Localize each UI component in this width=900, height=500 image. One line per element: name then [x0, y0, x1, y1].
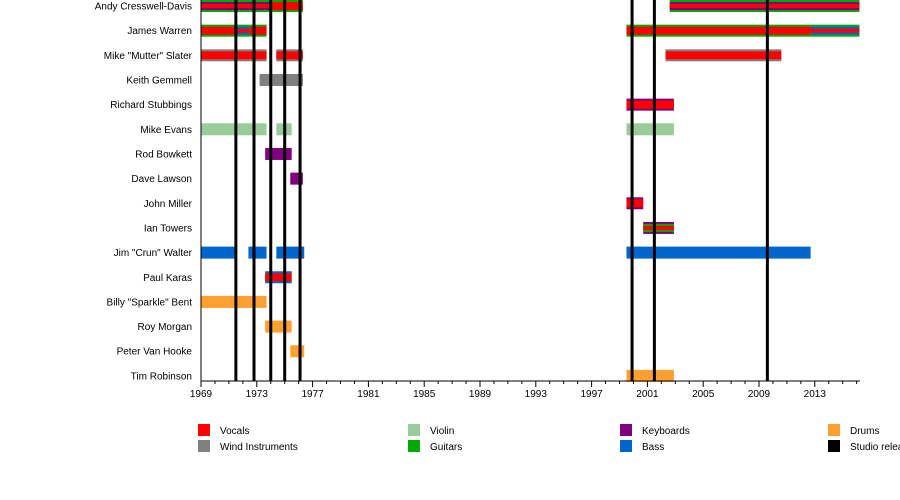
x-tick-label: 1993	[525, 389, 548, 400]
legend-label: Guitars	[430, 442, 462, 453]
legend-label: Keyboards	[642, 426, 690, 437]
bar-drums	[265, 320, 292, 333]
x-tick-label: 1977	[301, 389, 324, 400]
member-name: Billy "Sparkle" Bent	[107, 297, 193, 308]
x-tick-label: 2005	[692, 389, 715, 400]
bar-vocals	[626, 26, 811, 35]
legend-swatch	[828, 424, 840, 436]
legend-label: Bass	[642, 442, 664, 453]
bar-vocals	[665, 51, 782, 60]
bar-vocals	[201, 51, 267, 60]
x-tick-label: 2009	[748, 389, 771, 400]
member-name: Mike "Mutter" Slater	[104, 51, 193, 62]
bar-vocals	[276, 51, 303, 60]
legend-swatch	[408, 424, 420, 436]
legend-swatch	[620, 424, 632, 436]
x-tick-label: 1997	[580, 389, 603, 400]
bar-bass	[248, 246, 267, 259]
member-name: Mike Evans	[140, 125, 192, 136]
legend-label: Wind Instruments	[220, 442, 298, 453]
bar-vocals	[669, 4, 860, 8]
bar-bass	[201, 246, 236, 259]
x-tick-label: 1973	[246, 389, 269, 400]
legend-label: Violin	[430, 426, 454, 437]
bar-keyboards	[265, 147, 292, 160]
bar-violin	[626, 123, 674, 136]
member-name: Rod Bowkett	[135, 149, 192, 160]
bar-drums	[626, 369, 674, 382]
x-tick-label: 1969	[190, 389, 213, 400]
bar-vocals	[265, 273, 292, 282]
bar-wind-instruments	[259, 73, 303, 86]
member-name: Peter Van Hooke	[117, 347, 193, 358]
bar-violin	[201, 123, 267, 136]
legend-swatch	[620, 440, 632, 452]
bar-vocals	[626, 100, 674, 109]
bar-drums	[201, 295, 267, 308]
bar-vocals	[643, 225, 674, 230]
member-name: Roy Morgan	[138, 322, 192, 333]
x-tick-label: 1981	[357, 389, 380, 400]
member-name: Keith Gemmell	[126, 75, 192, 86]
member-name: Jim "Crun" Walter	[114, 248, 193, 259]
legend-swatch	[198, 440, 210, 452]
legend-swatch	[198, 424, 210, 436]
member-name: Tim Robinson	[131, 371, 192, 382]
x-tick-label: 1985	[413, 389, 436, 400]
member-name: James Warren	[127, 26, 192, 37]
bar-bass	[626, 246, 811, 259]
member-name: Ian Towers	[144, 223, 192, 234]
member-name: Paul Karas	[143, 273, 192, 284]
x-tick-label: 1989	[469, 389, 492, 400]
member-name: Andy Cresswell-Davis	[95, 2, 192, 13]
member-name: Richard Stubbings	[110, 100, 192, 111]
bar-drums	[290, 345, 305, 358]
legend-label: Vocals	[220, 426, 249, 437]
x-tick-label: 2001	[636, 389, 659, 400]
bar-vocals	[249, 26, 267, 35]
bar-vocals	[626, 199, 644, 208]
legend-label: Drums	[850, 426, 879, 437]
member-name: John Miller	[144, 199, 193, 210]
bar-vocals	[234, 28, 250, 33]
legend-swatch	[408, 440, 420, 452]
legend-swatch	[828, 440, 840, 452]
bar-vocals	[810, 28, 860, 33]
member-name: Dave Lawson	[131, 174, 192, 185]
legend-label: Studio release	[850, 442, 900, 453]
x-tick-label: 2013	[804, 389, 827, 400]
bar-vocals	[201, 26, 235, 35]
